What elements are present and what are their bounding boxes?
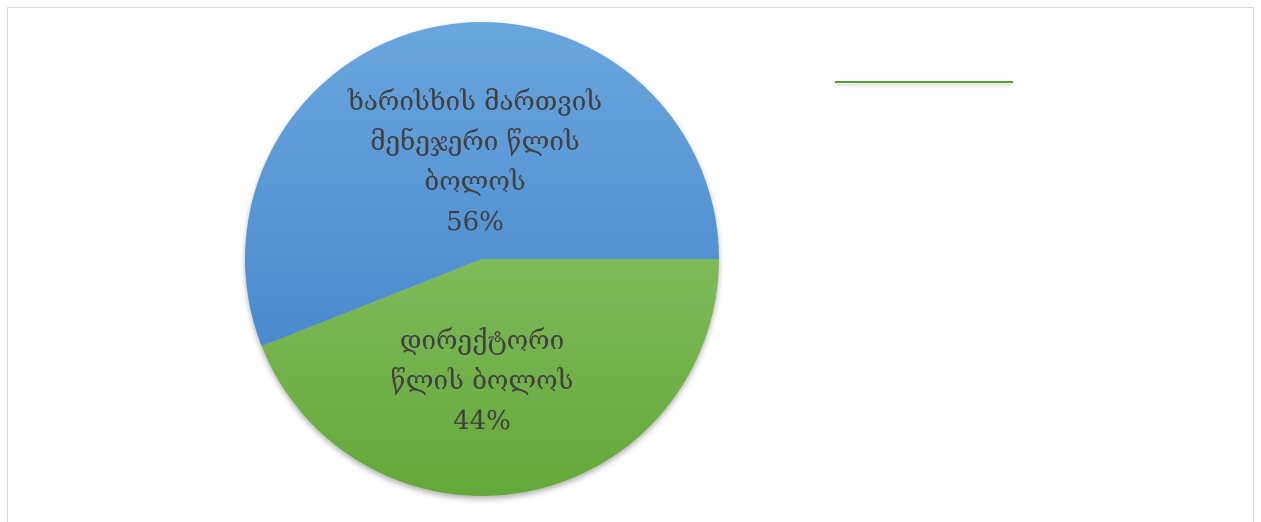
slice-label-line: მენეჯერი წლის xyxy=(370,127,579,157)
pie-slice-2 xyxy=(261,259,719,496)
slice-label-line: ხარისხის მართვის xyxy=(347,87,602,117)
pie-slice-1 xyxy=(244,21,719,347)
slice-label-line: დირექტორი xyxy=(400,326,564,356)
pie-slices xyxy=(244,21,719,496)
slice-percent-label: 44% xyxy=(453,406,511,436)
slice-label-line: ბოლოს xyxy=(424,167,525,197)
slice-label-1: ხარისხის მართვის მენეჯერი წლის ბოლოს 56% xyxy=(347,87,602,237)
slice-label-line: წლის ბოლოს xyxy=(391,366,574,396)
slice-labels: ხარისხის მართვის მენეჯერი წლის ბოლოს 56% დირ… xyxy=(347,87,602,436)
slice-percent-label: 56% xyxy=(446,207,504,237)
slice-label-2: დირექტორი წლის ბოლოს 44% xyxy=(391,326,574,436)
legend-line xyxy=(835,81,1013,83)
